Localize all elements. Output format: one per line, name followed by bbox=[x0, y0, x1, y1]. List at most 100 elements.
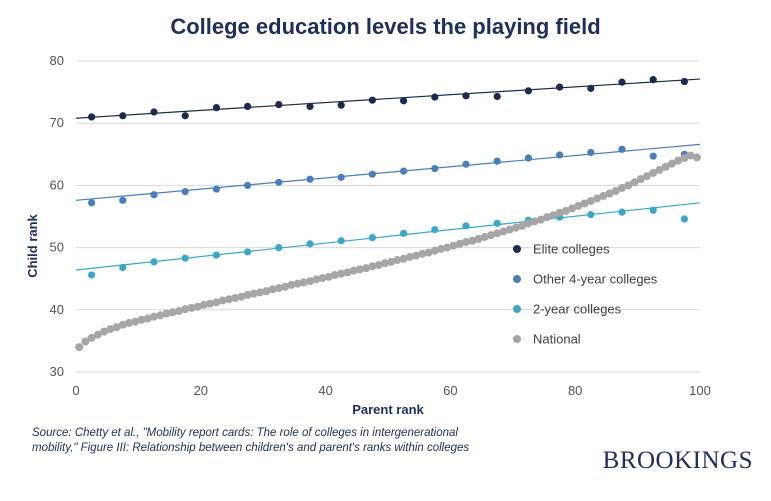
data-point bbox=[624, 181, 633, 190]
data-point bbox=[88, 113, 96, 121]
data-point bbox=[212, 185, 220, 193]
data-point bbox=[680, 215, 689, 223]
data-point bbox=[162, 309, 171, 318]
data-point bbox=[125, 318, 134, 327]
data-point bbox=[405, 252, 414, 261]
x-tick-label: 0 bbox=[72, 383, 79, 398]
y-tick-label: 50 bbox=[50, 240, 64, 255]
x-tick-label: 80 bbox=[568, 383, 582, 398]
data-point bbox=[580, 199, 589, 208]
x-tick-labels: 0 20 40 60 80 100 bbox=[72, 383, 710, 398]
data-point bbox=[686, 151, 695, 160]
data-point bbox=[100, 327, 109, 336]
data-point bbox=[87, 333, 96, 342]
data-point bbox=[493, 219, 501, 227]
trend-line bbox=[75, 143, 701, 201]
data-point bbox=[380, 259, 389, 268]
x-tick-label: 40 bbox=[318, 383, 332, 398]
data-point bbox=[611, 186, 620, 195]
data-point bbox=[511, 223, 520, 232]
data-point bbox=[630, 178, 639, 187]
data-point bbox=[543, 213, 552, 222]
data-point bbox=[343, 268, 352, 277]
data-point bbox=[150, 312, 158, 321]
data-point bbox=[193, 302, 202, 311]
data-point bbox=[287, 280, 296, 289]
data-point bbox=[199, 300, 208, 309]
data-point bbox=[549, 211, 558, 220]
data-point bbox=[642, 172, 651, 181]
data-point bbox=[649, 206, 657, 214]
data-point bbox=[655, 165, 664, 174]
data-point bbox=[324, 272, 333, 281]
data-point bbox=[556, 83, 564, 91]
data-point bbox=[281, 282, 290, 291]
data-point bbox=[400, 229, 408, 237]
data-point bbox=[431, 93, 439, 101]
y-axis-label: Child rank bbox=[25, 213, 40, 277]
data-point bbox=[462, 238, 470, 247]
data-point bbox=[143, 314, 152, 323]
data-point bbox=[212, 298, 221, 307]
data-point bbox=[574, 201, 583, 210]
data-point bbox=[449, 241, 458, 250]
data-point bbox=[306, 175, 314, 183]
data-point bbox=[299, 278, 308, 287]
data-point bbox=[368, 96, 376, 104]
data-point bbox=[368, 262, 377, 271]
data-point bbox=[556, 151, 564, 159]
data-point bbox=[400, 97, 408, 105]
legend-label: 2-year colleges bbox=[533, 302, 622, 317]
data-point bbox=[275, 244, 283, 252]
data-point bbox=[618, 183, 626, 192]
data-point bbox=[692, 153, 701, 162]
data-point bbox=[493, 157, 501, 165]
data-point bbox=[368, 170, 376, 178]
data-point bbox=[293, 279, 302, 288]
legend-label: National bbox=[533, 332, 581, 347]
data-point bbox=[462, 222, 470, 230]
data-point bbox=[499, 227, 508, 236]
data-point bbox=[312, 275, 321, 284]
y-tick-label: 80 bbox=[50, 53, 64, 68]
data-point bbox=[243, 290, 252, 299]
legend-marker bbox=[513, 305, 521, 313]
data-point bbox=[618, 208, 626, 216]
data-point bbox=[524, 87, 533, 95]
data-point bbox=[131, 317, 140, 326]
trend-line bbox=[75, 202, 701, 271]
data-point bbox=[474, 234, 483, 243]
data-point bbox=[306, 102, 314, 111]
data-point bbox=[599, 191, 608, 200]
data-point bbox=[587, 84, 595, 92]
data-point bbox=[431, 225, 439, 234]
data-point bbox=[181, 254, 189, 262]
data-point bbox=[661, 162, 670, 171]
data-point bbox=[486, 231, 495, 240]
data-point bbox=[137, 315, 146, 324]
data-point bbox=[181, 305, 190, 314]
data-point bbox=[150, 108, 158, 116]
data-point bbox=[530, 217, 539, 226]
data-point bbox=[455, 239, 464, 248]
data-point bbox=[536, 215, 545, 224]
data-point bbox=[667, 159, 676, 168]
y-tick-label: 40 bbox=[50, 302, 64, 317]
data-point bbox=[330, 270, 339, 279]
data-point bbox=[244, 102, 252, 111]
data-point bbox=[649, 76, 657, 84]
data-point bbox=[493, 92, 501, 101]
data-point bbox=[505, 225, 514, 234]
legend: Elite colleges Other 4-year colleges 2-yea… bbox=[513, 242, 658, 347]
data-point bbox=[400, 167, 408, 175]
data-point bbox=[150, 258, 158, 266]
data-point bbox=[524, 154, 533, 162]
data-point bbox=[431, 165, 439, 173]
data-point bbox=[362, 264, 371, 273]
data-point bbox=[424, 248, 433, 257]
data-point bbox=[393, 256, 402, 265]
x-tick-label: 100 bbox=[689, 383, 711, 398]
trend-line bbox=[75, 78, 701, 119]
data-point bbox=[430, 246, 439, 255]
data-point bbox=[636, 175, 645, 184]
